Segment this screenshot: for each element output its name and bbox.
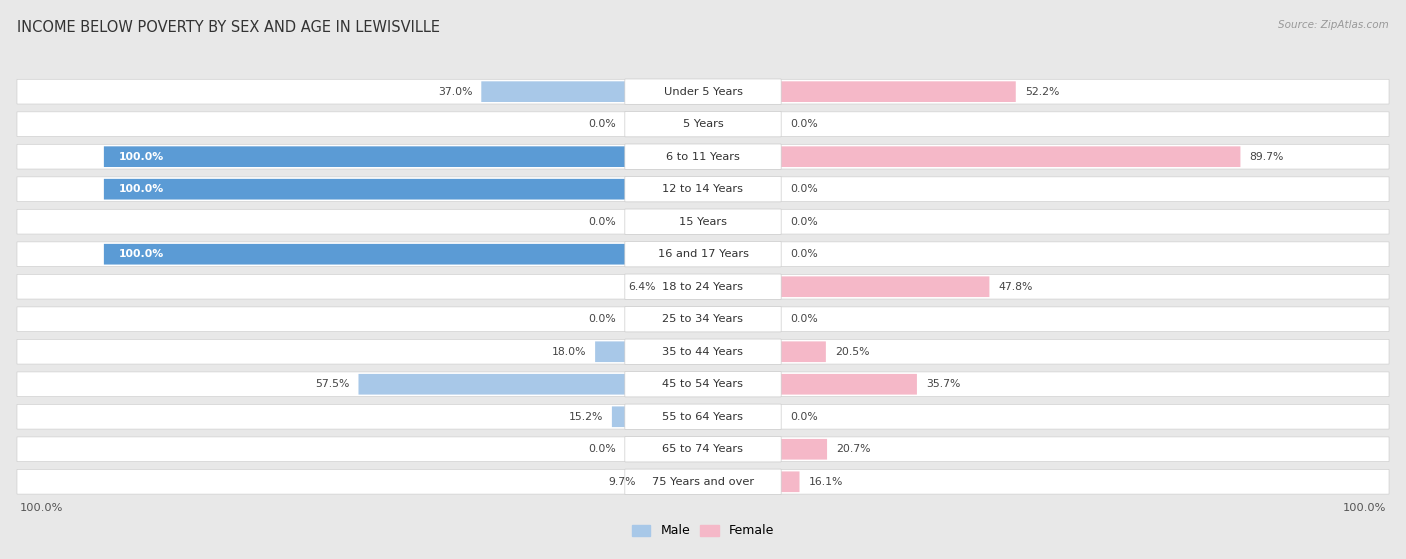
FancyBboxPatch shape — [624, 372, 782, 397]
FancyBboxPatch shape — [612, 406, 703, 427]
FancyBboxPatch shape — [17, 79, 1389, 104]
Text: Under 5 Years: Under 5 Years — [664, 87, 742, 97]
Text: 18 to 24 Years: 18 to 24 Years — [662, 282, 744, 292]
FancyBboxPatch shape — [624, 339, 782, 364]
FancyBboxPatch shape — [624, 209, 782, 234]
FancyBboxPatch shape — [17, 242, 1389, 267]
FancyBboxPatch shape — [104, 146, 703, 167]
FancyBboxPatch shape — [624, 111, 782, 137]
FancyBboxPatch shape — [104, 179, 703, 200]
FancyBboxPatch shape — [703, 342, 825, 362]
Text: 0.0%: 0.0% — [790, 249, 818, 259]
Text: 57.5%: 57.5% — [315, 379, 350, 389]
Text: 75 Years and over: 75 Years and over — [652, 477, 754, 487]
Legend: Male, Female: Male, Female — [627, 519, 779, 542]
FancyBboxPatch shape — [624, 469, 782, 495]
FancyBboxPatch shape — [595, 342, 703, 362]
Text: 52.2%: 52.2% — [1025, 87, 1059, 97]
Text: 0.0%: 0.0% — [790, 119, 818, 129]
Text: 35 to 44 Years: 35 to 44 Years — [662, 347, 744, 357]
Text: 12 to 14 Years: 12 to 14 Years — [662, 184, 744, 194]
FancyBboxPatch shape — [624, 144, 782, 169]
Text: 47.8%: 47.8% — [998, 282, 1033, 292]
Text: 16.1%: 16.1% — [808, 477, 842, 487]
FancyBboxPatch shape — [17, 372, 1389, 396]
FancyBboxPatch shape — [703, 374, 917, 395]
FancyBboxPatch shape — [624, 306, 782, 332]
Text: 55 to 64 Years: 55 to 64 Years — [662, 412, 744, 421]
Text: 65 to 74 Years: 65 to 74 Years — [662, 444, 744, 454]
Text: 89.7%: 89.7% — [1250, 151, 1284, 162]
FancyBboxPatch shape — [624, 404, 782, 429]
Text: 100.0%: 100.0% — [120, 249, 165, 259]
Text: Source: ZipAtlas.com: Source: ZipAtlas.com — [1278, 20, 1389, 30]
FancyBboxPatch shape — [17, 339, 1389, 364]
FancyBboxPatch shape — [703, 471, 800, 492]
Text: 18.0%: 18.0% — [551, 347, 586, 357]
FancyBboxPatch shape — [703, 439, 827, 459]
Text: 15 Years: 15 Years — [679, 217, 727, 227]
Text: 6 to 11 Years: 6 to 11 Years — [666, 151, 740, 162]
Text: 9.7%: 9.7% — [609, 477, 636, 487]
Text: 16 and 17 Years: 16 and 17 Years — [658, 249, 748, 259]
FancyBboxPatch shape — [17, 177, 1389, 202]
Text: 35.7%: 35.7% — [927, 379, 960, 389]
Text: 20.5%: 20.5% — [835, 347, 869, 357]
Text: 0.0%: 0.0% — [790, 314, 818, 324]
Text: 0.0%: 0.0% — [790, 217, 818, 227]
Text: 0.0%: 0.0% — [588, 119, 616, 129]
FancyBboxPatch shape — [624, 274, 782, 300]
FancyBboxPatch shape — [17, 112, 1389, 136]
FancyBboxPatch shape — [703, 81, 1015, 102]
FancyBboxPatch shape — [665, 276, 703, 297]
Text: 37.0%: 37.0% — [437, 87, 472, 97]
Text: 5 Years: 5 Years — [683, 119, 723, 129]
FancyBboxPatch shape — [645, 471, 703, 492]
FancyBboxPatch shape — [624, 177, 782, 202]
Text: 45 to 54 Years: 45 to 54 Years — [662, 379, 744, 389]
FancyBboxPatch shape — [17, 404, 1389, 429]
FancyBboxPatch shape — [17, 144, 1389, 169]
Text: 100.0%: 100.0% — [120, 184, 165, 194]
Text: 6.4%: 6.4% — [628, 282, 655, 292]
FancyBboxPatch shape — [104, 244, 703, 264]
Text: 0.0%: 0.0% — [588, 217, 616, 227]
FancyBboxPatch shape — [624, 241, 782, 267]
Text: 20.7%: 20.7% — [837, 444, 870, 454]
Text: 25 to 34 Years: 25 to 34 Years — [662, 314, 744, 324]
Text: 0.0%: 0.0% — [588, 444, 616, 454]
Text: 0.0%: 0.0% — [790, 184, 818, 194]
FancyBboxPatch shape — [481, 81, 703, 102]
FancyBboxPatch shape — [703, 276, 990, 297]
FancyBboxPatch shape — [17, 437, 1389, 462]
Text: 100.0%: 100.0% — [120, 151, 165, 162]
FancyBboxPatch shape — [17, 274, 1389, 299]
Text: 15.2%: 15.2% — [568, 412, 603, 421]
Text: 100.0%: 100.0% — [20, 503, 63, 513]
FancyBboxPatch shape — [17, 307, 1389, 331]
Text: 0.0%: 0.0% — [790, 412, 818, 421]
FancyBboxPatch shape — [17, 209, 1389, 234]
FancyBboxPatch shape — [17, 470, 1389, 494]
FancyBboxPatch shape — [359, 374, 703, 395]
FancyBboxPatch shape — [624, 437, 782, 462]
Text: 0.0%: 0.0% — [588, 314, 616, 324]
Text: 100.0%: 100.0% — [1343, 503, 1386, 513]
Text: INCOME BELOW POVERTY BY SEX AND AGE IN LEWISVILLE: INCOME BELOW POVERTY BY SEX AND AGE IN L… — [17, 20, 440, 35]
FancyBboxPatch shape — [624, 79, 782, 105]
FancyBboxPatch shape — [703, 146, 1240, 167]
